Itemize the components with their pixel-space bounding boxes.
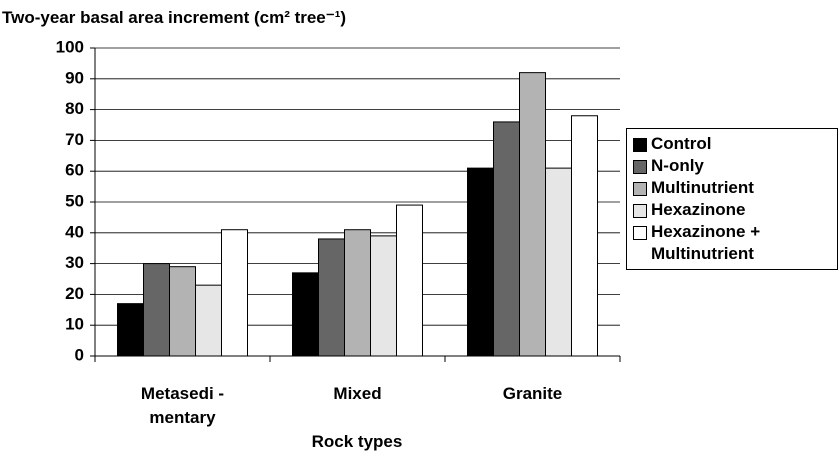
legend-swatch [633,204,647,218]
bar [117,303,144,357]
y-tick-label: 0 [75,345,84,364]
legend-item: Hexazinone + Multinutrient [633,221,833,265]
x-tick-label: Mixed [333,384,382,403]
legend-label: N-only [651,156,704,175]
legend-swatch [633,160,647,174]
bar [396,204,423,357]
x-tick-label: Metasedi - mentary [140,384,225,427]
y-tick-label: 90 [65,68,84,87]
y-tick-label: 80 [65,99,84,118]
legend: Control N-only Multinutrient Hexazinone Hexa… [626,128,838,270]
x-tick-label: Granite [502,384,563,403]
bar [292,272,319,357]
y-tick-label: 100 [56,37,84,56]
legend-item: Hexazinone [633,199,833,221]
legend-item: N-only [633,155,833,177]
bar [318,238,345,357]
y-tick-label: 10 [65,315,84,334]
y-tick-label: 30 [65,253,84,272]
legend-swatch [633,182,647,196]
bar [221,229,248,357]
legend-swatch [633,226,647,240]
bar [370,235,397,357]
bar [467,167,494,357]
bar [519,72,546,357]
y-tick-label: 20 [65,284,84,303]
x-axis-label: Rock types [311,432,403,451]
y-tick-label: 60 [65,161,84,180]
legend-item: Control [633,133,833,155]
bar [545,167,572,357]
legend-label: Hexazinone [651,200,746,219]
bar [169,266,196,357]
legend-label: Hexazinone + Multinutrient [651,222,761,263]
y-tick-label: 40 [65,222,84,241]
bar [195,284,222,357]
bar [571,115,598,357]
legend-swatch [633,138,647,152]
legend-item: Multinutrient [633,177,833,199]
bar [493,121,520,357]
chart-title: Two-year basal area increment (cm² tree⁻… [2,8,347,27]
y-tick-label: 50 [65,191,84,210]
legend-label: Control [651,134,712,153]
y-tick-label: 70 [65,130,84,149]
bar [143,263,170,357]
bar [344,229,371,357]
legend-label: Multinutrient [651,178,754,197]
